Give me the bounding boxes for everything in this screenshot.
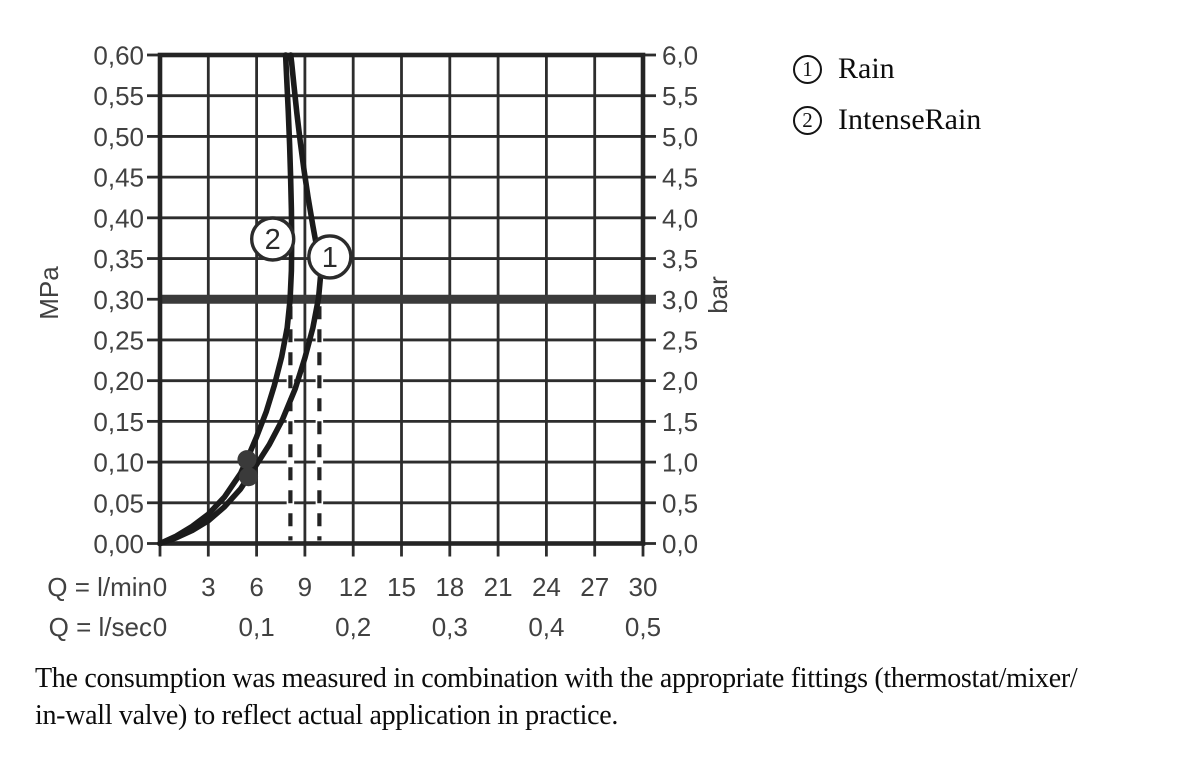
- y-axis-label-bar: 5,0: [662, 122, 698, 152]
- x-axis-value-lmin: 21: [484, 572, 513, 602]
- y-axis-label-bar: 6,0: [662, 41, 698, 71]
- y-axis-label-bar: 1,5: [662, 407, 698, 437]
- caption-line-1: The consumption was measured in combinat…: [35, 663, 1078, 694]
- x-axis-value-lsec: 0,3: [432, 612, 468, 642]
- y-axis-label-bar: 4,5: [662, 163, 698, 193]
- x-axis-value-lsec: 0,2: [335, 612, 371, 642]
- legend-symbol-2: 2: [802, 107, 813, 132]
- plot-border: [157, 52, 646, 546]
- y-axis-label-bar: 0,5: [662, 488, 698, 518]
- circled-1-icon: 1: [793, 54, 822, 84]
- curve-rain: [157, 52, 324, 547]
- x-axis-prefix-lsec: Q = l/sec: [49, 612, 152, 642]
- y-axis-label-mpa: 0,30: [93, 285, 144, 315]
- x-axis-value-lsec: 0,4: [528, 612, 564, 642]
- y-axis-label-mpa: 0,40: [93, 203, 144, 233]
- legend-label-rain: Rain: [838, 52, 895, 85]
- chart-legend: 1 Rain 2 IntenseRain: [793, 52, 981, 137]
- marker-dot-intenserain: [237, 450, 257, 470]
- x-axis-value-lmin: 9: [298, 572, 312, 602]
- y-axis-label-bar: 3,5: [662, 244, 698, 274]
- y-axis-label-mpa: 0,10: [93, 448, 144, 478]
- x-axis-value-lsec: 0,1: [239, 612, 275, 642]
- curve-intenserain: [157, 52, 295, 547]
- y-axis-label-bar: 2,5: [662, 325, 698, 355]
- y-axis-label-bar: 0,0: [662, 529, 698, 559]
- x-axis-value-lsec: 0: [153, 612, 167, 642]
- curve-badge-number-1: 1: [322, 242, 338, 274]
- caption-line-2: in-wall valve) to reflect actual applica…: [35, 700, 619, 732]
- y-axis-label-bar: 2,0: [662, 366, 698, 396]
- legend-item-rain: 1 Rain: [793, 52, 981, 86]
- y-axis-label-mpa: 0,50: [93, 122, 144, 152]
- y-axis-label-mpa: 0,05: [93, 488, 144, 518]
- legend-item-intenserain: 2 IntenseRain: [793, 103, 981, 137]
- y-axis-label-bar: 3,0: [662, 285, 698, 315]
- y-axis-label-mpa: 0,20: [93, 366, 144, 396]
- curve-badge-circle-2: [250, 216, 296, 262]
- x-axis-value-lsec: 0,5: [625, 612, 661, 642]
- x-axis-value-lmin: 27: [580, 572, 609, 602]
- x-axis-value-lmin: 12: [339, 572, 368, 602]
- legend-symbol-1: 1: [802, 56, 813, 81]
- curve-badge-number-2: 2: [265, 224, 281, 256]
- y-axis-label-mpa: 0,55: [93, 81, 144, 111]
- x-axis-value-lmin: 18: [435, 572, 464, 602]
- y-axis-label-bar: 4,0: [662, 203, 698, 233]
- marker-dot-rain: [239, 467, 259, 487]
- caption-text: The consumption was measured in combinat…: [35, 660, 1195, 734]
- x-axis-value-lmin: 3: [201, 572, 215, 602]
- y-axis-label-mpa: 0,60: [93, 41, 144, 71]
- x-axis-value-lmin: 30: [629, 572, 658, 602]
- y-axis-label-mpa: 0,00: [93, 529, 144, 559]
- curve-badge-circle-1: [307, 234, 353, 280]
- y-axis-unit-bar: bar: [703, 276, 733, 314]
- y-axis-label-mpa: 0,15: [93, 407, 144, 437]
- y-axis-label-mpa: 0,45: [93, 163, 144, 193]
- x-axis-value-lmin: 6: [249, 572, 263, 602]
- flow-chart: 0,60 6,00,55 5,50,50 5,00,45 4,50,40 4,00,35 3…: [34, 41, 733, 643]
- y-axis-label-mpa: 0,35: [93, 244, 144, 274]
- x-axis-value-lmin: 24: [532, 572, 561, 602]
- x-axis-value-lmin: 0: [153, 572, 167, 602]
- legend-label-intenserain: IntenseRain: [838, 103, 982, 136]
- x-axis-prefix-lmin: Q = l/min: [47, 572, 152, 602]
- y-axis-label-bar: 1,0: [662, 448, 698, 478]
- y-axis-label-mpa: 0,25: [93, 325, 144, 355]
- circled-2-icon: 2: [793, 105, 822, 135]
- x-axis-value-lmin: 15: [387, 572, 416, 602]
- y-axis-unit-mpa: MPa: [34, 266, 64, 320]
- y-axis-label-bar: 5,5: [662, 81, 698, 111]
